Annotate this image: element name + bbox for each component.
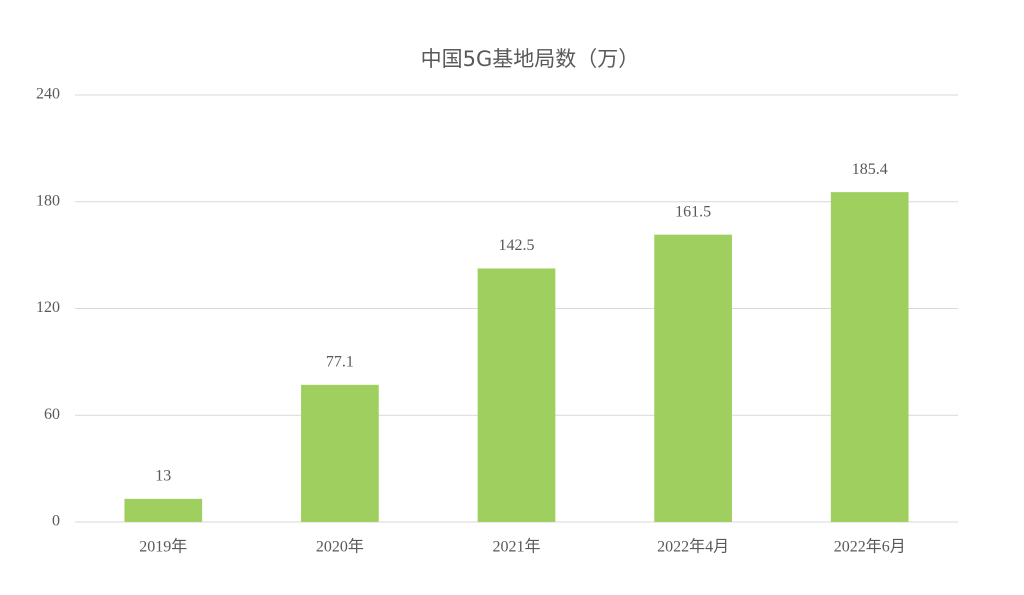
x-tick-label: 2020年 (316, 538, 364, 556)
bar (124, 498, 203, 522)
chart-title: 中国5G基地局数（万） (421, 47, 640, 71)
data-label: 185.4 (852, 161, 888, 178)
data-label: 77.1 (326, 353, 354, 370)
y-tick-label: 120 (36, 299, 60, 316)
y-tick-label: 60 (44, 406, 60, 423)
y-tick-label: 0 (52, 513, 60, 530)
x-tick-label: 2022年6月 (834, 538, 906, 556)
bar (301, 384, 379, 522)
bar (477, 268, 556, 522)
x-tick-label: 2021年 (492, 538, 540, 556)
data-label: 142.5 (499, 237, 535, 254)
data-label: 13 (155, 468, 171, 485)
x-tick-label: 2022年4月 (657, 538, 729, 556)
bar (830, 192, 909, 522)
bar (654, 234, 732, 522)
y-tick-label: 240 (36, 86, 60, 103)
data-label: 161.5 (675, 203, 711, 220)
x-tick-label: 2019年 (139, 538, 187, 556)
y-tick-label: 180 (36, 192, 60, 209)
